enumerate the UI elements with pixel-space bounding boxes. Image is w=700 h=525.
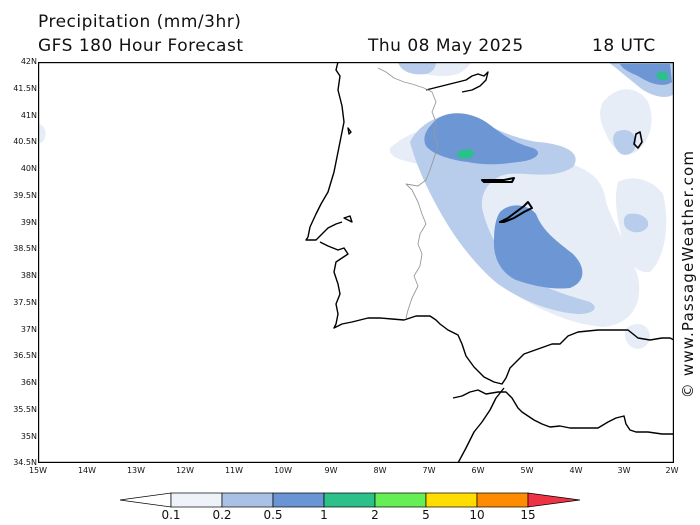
- legend-tick: 0.2: [212, 508, 232, 522]
- map-frame: [38, 62, 674, 463]
- lat-label: 41.5N: [13, 84, 37, 93]
- lon-label: 6W: [471, 466, 485, 475]
- credit-text: © www.PassageWeather.com: [679, 149, 697, 399]
- lat-label: 35N: [20, 432, 37, 441]
- legend-swatch: [527, 492, 581, 508]
- lon-label: 8W: [373, 466, 387, 475]
- lon-label: 13W: [126, 466, 146, 475]
- coastline: [305, 62, 674, 463]
- lon-label: 9W: [324, 466, 338, 475]
- legend-tick: 0.5: [263, 508, 283, 522]
- map-title: Precipitation (mm/3hr): [38, 12, 242, 32]
- lat-label: 38.5N: [13, 244, 37, 253]
- lat-label: 39.5N: [13, 191, 37, 200]
- legend-swatch: [119, 492, 172, 508]
- lat-label: 41N: [20, 111, 37, 120]
- country-border: [377, 67, 439, 319]
- lat-label: 40N: [20, 164, 37, 173]
- lat-label: 42N: [20, 57, 37, 66]
- lon-label: 7W: [422, 466, 436, 475]
- lon-label: 2W: [665, 466, 679, 475]
- lat-label: 37N: [20, 325, 37, 334]
- lon-label: 3W: [617, 466, 631, 475]
- lon-label: 14W: [77, 466, 97, 475]
- legend-tick: 1: [320, 508, 328, 522]
- lon-label: 11W: [224, 466, 244, 475]
- legend-tick: 2: [371, 508, 379, 522]
- legend-swatch: [425, 492, 478, 508]
- precipitation-map: [38, 62, 674, 463]
- map-subtitle: GFS 180 Hour Forecast: [38, 36, 244, 56]
- lat-label: 34.5N: [13, 458, 37, 467]
- lat-label: 38N: [20, 271, 37, 280]
- legend-swatch: [272, 492, 325, 508]
- lon-label: 10W: [273, 466, 293, 475]
- legend-swatch: [170, 492, 223, 508]
- legend-tick: 15: [520, 508, 536, 522]
- lon-label: 15W: [28, 466, 48, 475]
- legend-tick: 10: [469, 508, 485, 522]
- lon-label: 5W: [520, 466, 534, 475]
- lat-label: 36N: [20, 378, 37, 387]
- forecast-time: 18 UTC: [592, 36, 656, 56]
- lat-label: 37.5N: [13, 298, 37, 307]
- legend-swatch: [323, 492, 376, 508]
- precip-medium-area: [424, 64, 672, 289]
- legend-swatch: [476, 492, 529, 508]
- precip-heavy-area: [456, 71, 669, 159]
- lat-label: 40.5N: [13, 137, 37, 146]
- legend-swatch: [374, 492, 427, 508]
- lon-label: 4W: [569, 466, 583, 475]
- lat-label: 35.5N: [13, 405, 37, 414]
- forecast-date: Thu 08 May 2025: [368, 36, 524, 56]
- legend-swatch: [221, 492, 274, 508]
- lat-label: 36.5N: [13, 351, 37, 360]
- lat-label: 39N: [20, 218, 37, 227]
- lon-label: 12W: [175, 466, 195, 475]
- legend-tick: 0.1: [161, 508, 181, 522]
- legend-tick: 5: [422, 508, 430, 522]
